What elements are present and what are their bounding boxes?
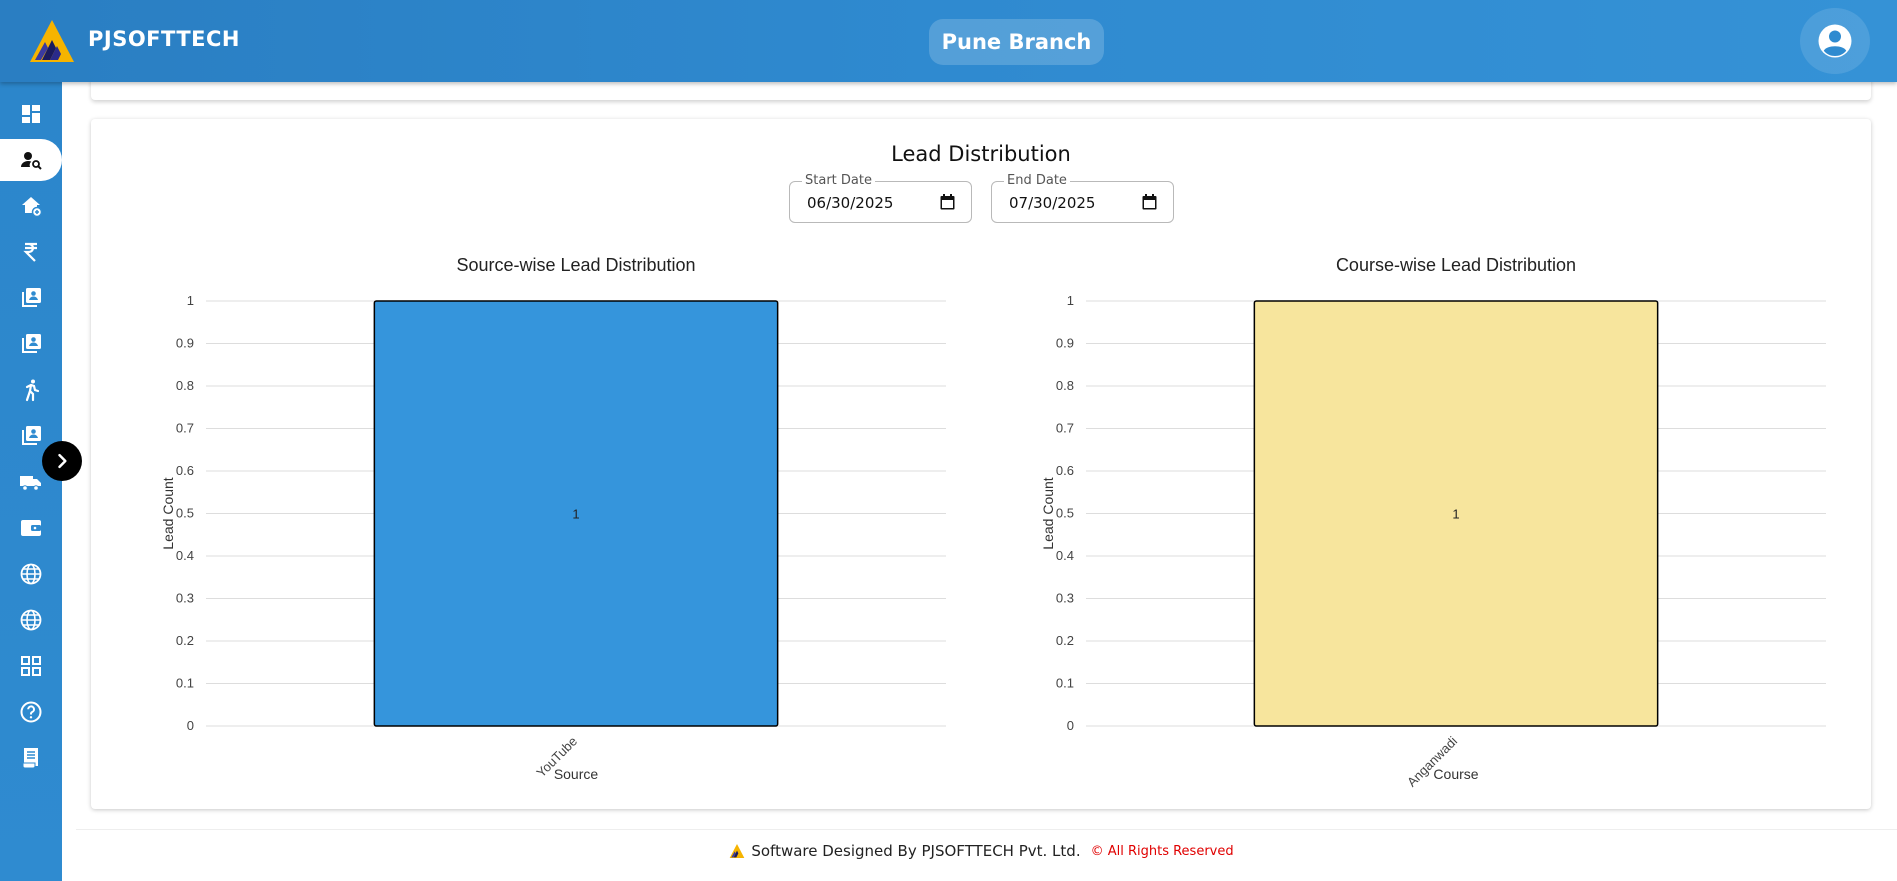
chart-title: Course-wise Lead Distribution (1336, 255, 1576, 275)
student-book-icon (22, 288, 41, 307)
footer: Software Designed By PJSOFTTECH Pvt. Ltd… (0, 840, 1897, 862)
student-book-icon (22, 426, 41, 445)
help-icon (20, 701, 42, 723)
start-date-field[interactable]: Start Date 06/30/2025 (789, 173, 972, 223)
calendar-icon[interactable] (940, 194, 955, 210)
footer-divider (76, 829, 1897, 830)
sidebar-item-dispatch[interactable] (0, 462, 62, 502)
x-axis-label: Source (554, 766, 599, 782)
truck-icon (20, 476, 41, 491)
y-tick-label: 0.6 (1056, 463, 1074, 478)
y-tick-label: 0.4 (176, 548, 194, 563)
x-axis-label: Course (1433, 766, 1478, 782)
sidebar-item-admissions[interactable] (0, 324, 62, 364)
y-tick-label: 0 (1067, 718, 1074, 733)
end-date-label: End Date (1004, 173, 1070, 188)
y-tick-label: 0.9 (176, 336, 194, 351)
y-axis-label: Lead Count (160, 477, 176, 550)
chevron-right-icon (58, 453, 67, 469)
sidebar-item-help[interactable] (0, 692, 62, 732)
sidebar-expand-button[interactable] (42, 441, 82, 481)
sidebar-item-website[interactable] (0, 600, 62, 640)
sidebar-item-dashboard[interactable] (0, 94, 62, 134)
sidebar-item-records[interactable] (0, 416, 62, 456)
y-tick-label: 0.5 (1056, 506, 1074, 521)
y-tick-label: 0 (187, 718, 194, 733)
grid-icon (21, 656, 41, 676)
y-axis-label: Lead Count (1040, 477, 1056, 550)
globe-icon (20, 609, 42, 631)
calendar-icon[interactable] (1142, 194, 1157, 210)
y-tick-label: 0.8 (1056, 378, 1074, 393)
page-title: Lead Distribution (891, 142, 1071, 166)
sidebar-item-leads[interactable] (0, 139, 62, 181)
y-tick-label: 0.7 (176, 421, 194, 436)
student-book-icon (22, 334, 41, 353)
company-logo (730, 844, 745, 858)
brand-name: PJSOFTTECH (88, 27, 240, 51)
start-date-label: Start Date (802, 173, 875, 188)
rupee-icon (23, 242, 37, 262)
chart-title: Source-wise Lead Distribution (456, 255, 695, 275)
footer-rights: © All Rights Reserved (1090, 843, 1234, 859)
y-tick-label: 0.3 (1056, 591, 1074, 606)
lead-distribution-card: Lead Distribution Start Date 06/30/2025 … (91, 119, 1871, 809)
company-logo (30, 20, 74, 62)
wallet-icon (21, 520, 41, 536)
sidebar (0, 82, 62, 881)
y-tick-label: 0.3 (176, 591, 194, 606)
account-circle-icon (1818, 24, 1852, 58)
source-wise-chart: Source-wise Lead Distribution 0 0.1 0.2 0.3 0… (160, 255, 946, 782)
sidebar-item-students[interactable] (0, 278, 62, 318)
sidebar-item-fees[interactable] (0, 232, 62, 272)
sidebar-item-branch-add[interactable] (0, 186, 62, 226)
sidebar-item-apps[interactable] (0, 646, 62, 686)
footer-credit: Software Designed By PJSOFTTECH Pvt. Ltd… (751, 842, 1081, 860)
y-tick-label: 0.7 (1056, 421, 1074, 436)
sidebar-item-online[interactable] (0, 554, 62, 594)
y-tick-label: 0.2 (1056, 633, 1074, 648)
lead-search-icon (21, 152, 42, 170)
bar-value-label: 1 (1452, 507, 1459, 522)
home-add-icon (22, 197, 43, 218)
course-wise-chart: Course-wise Lead Distribution 0 0.1 0.2 0.3 0… (1040, 255, 1826, 790)
walking-person-icon (25, 379, 40, 402)
y-tick-label: 0.9 (1056, 336, 1074, 351)
y-tick-label: 0.4 (1056, 548, 1074, 563)
y-tick-label: 0.8 (176, 378, 194, 393)
bar-value-label: 1 (572, 507, 579, 522)
end-date-field[interactable]: End Date 07/30/2025 (991, 173, 1174, 223)
bar[interactable] (373, 300, 779, 727)
y-tick-label: 0.2 (176, 633, 194, 648)
sidebar-item-wallet[interactable] (0, 508, 62, 548)
dashboard-icon (22, 105, 40, 123)
y-tick-label: 0.6 (176, 463, 194, 478)
top-header: PJSOFTTECH Pune Branch (0, 0, 1897, 82)
branch-selector[interactable]: Pune Branch (929, 19, 1104, 65)
user-account-button[interactable] (1800, 8, 1870, 74)
sidebar-item-walk-in[interactable] (0, 370, 62, 410)
globe-icon (20, 563, 42, 585)
y-tick-label: 1 (1067, 293, 1074, 308)
y-tick-label: 0.5 (176, 506, 194, 521)
sidebar-item-reports[interactable] (0, 738, 62, 778)
start-date-value: 06/30/2025 (807, 194, 894, 212)
y-tick-label: 1 (187, 293, 194, 308)
bar[interactable] (1253, 300, 1659, 727)
end-date-value: 07/30/2025 (1009, 194, 1096, 212)
y-tick-label: 0.1 (1056, 676, 1074, 691)
receipt-icon (22, 748, 38, 769)
y-tick-label: 0.1 (176, 676, 194, 691)
